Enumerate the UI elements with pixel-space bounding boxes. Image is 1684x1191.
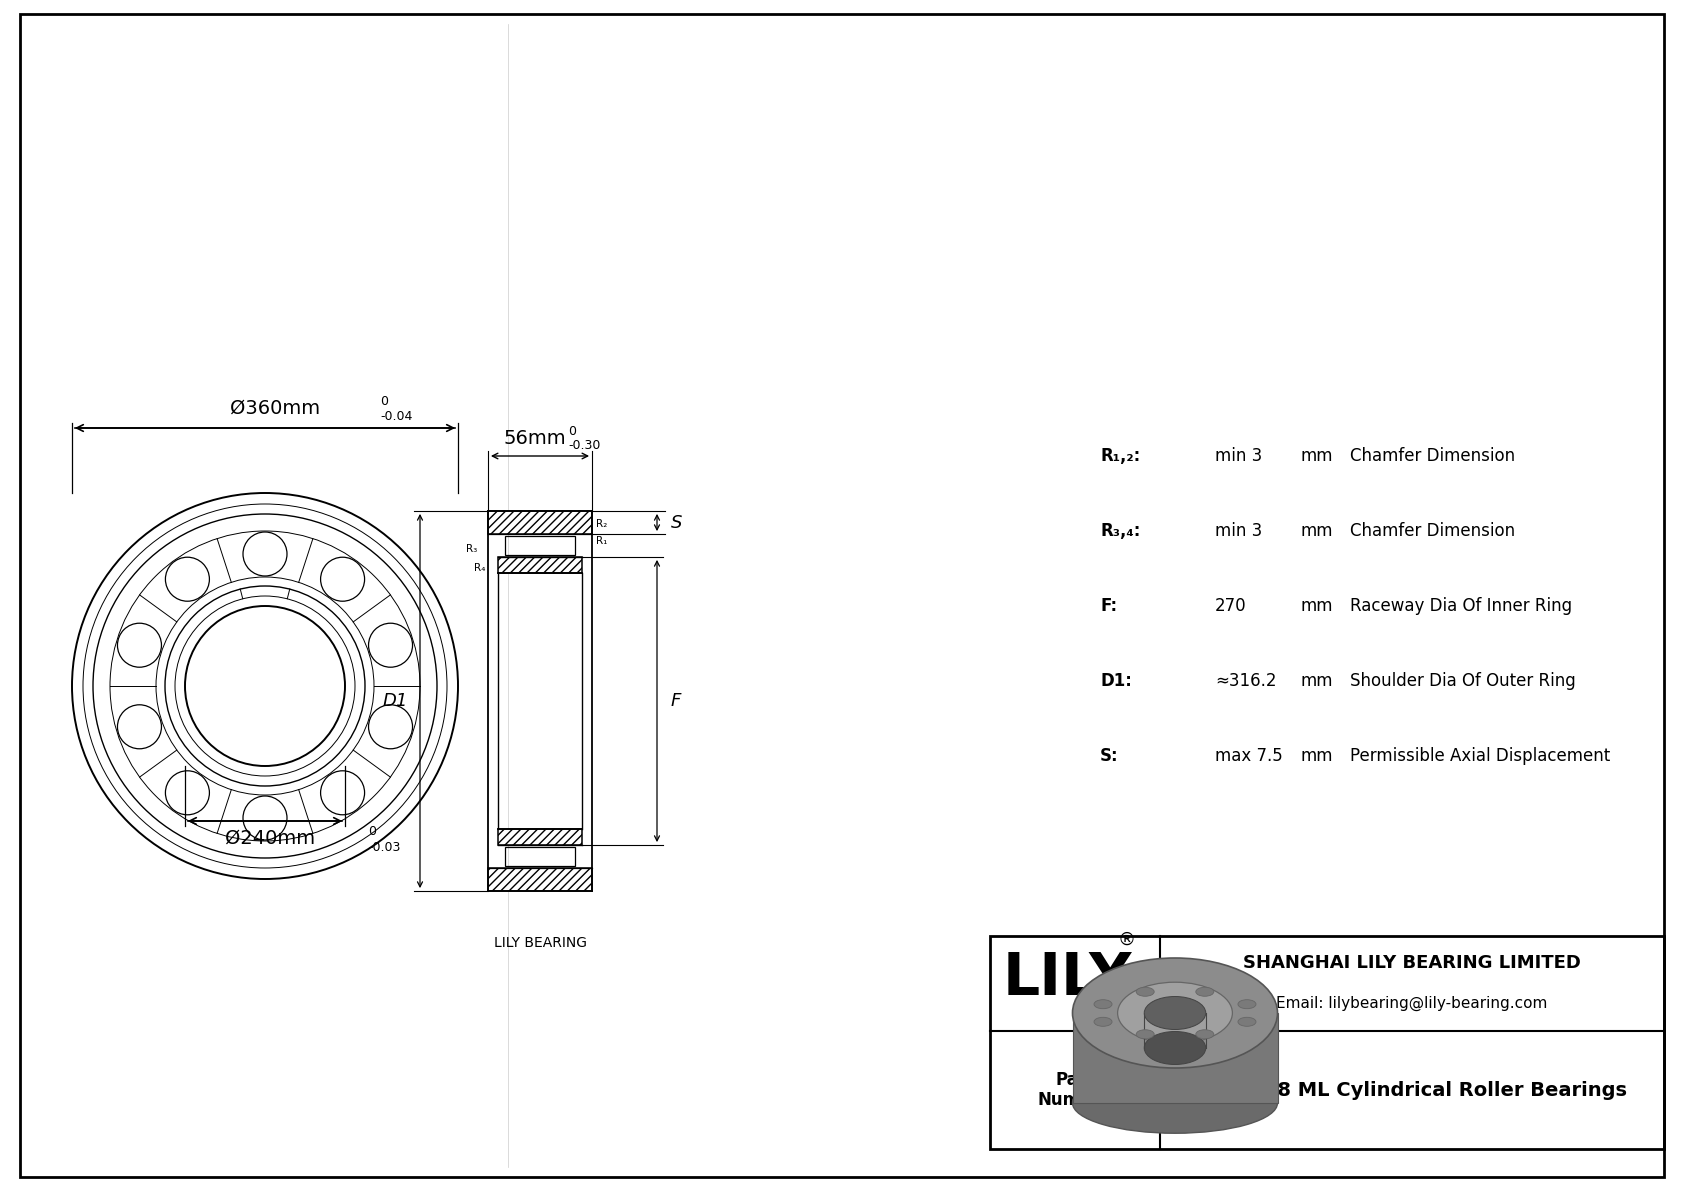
Text: LILY: LILY: [1002, 950, 1132, 1008]
Ellipse shape: [1196, 987, 1214, 996]
Text: 56mm: 56mm: [504, 429, 566, 448]
Text: F: F: [670, 692, 682, 710]
Text: R₄: R₄: [473, 563, 485, 573]
Text: 0: 0: [381, 395, 387, 409]
Ellipse shape: [1073, 1073, 1278, 1134]
Ellipse shape: [1238, 999, 1256, 1009]
Text: -0.04: -0.04: [381, 410, 413, 423]
Text: D1:: D1:: [1100, 672, 1132, 690]
Text: R₃,₄:: R₃,₄:: [1100, 522, 1140, 540]
Text: D1: D1: [382, 692, 408, 710]
Ellipse shape: [1073, 958, 1278, 1068]
Text: min 3: min 3: [1214, 447, 1263, 464]
Ellipse shape: [1118, 983, 1233, 1043]
Text: 270: 270: [1214, 597, 1246, 615]
Ellipse shape: [1143, 1031, 1206, 1065]
Text: R₃: R₃: [466, 544, 477, 554]
Text: Ø240mm: Ø240mm: [226, 829, 315, 848]
Text: mm: mm: [1300, 522, 1332, 540]
Ellipse shape: [1137, 987, 1154, 996]
Text: -0.03: -0.03: [369, 841, 401, 854]
Polygon shape: [498, 557, 583, 573]
Ellipse shape: [1238, 1017, 1256, 1027]
Text: mm: mm: [1300, 672, 1332, 690]
Text: 0: 0: [568, 425, 576, 438]
Text: -0.30: -0.30: [568, 439, 601, 453]
Text: Email: lilybearing@lily-bearing.com: Email: lilybearing@lily-bearing.com: [1276, 996, 1548, 1011]
Text: mm: mm: [1300, 747, 1332, 765]
Text: Raceway Dia Of Inner Ring: Raceway Dia Of Inner Ring: [1351, 597, 1573, 615]
Ellipse shape: [1095, 1017, 1111, 1027]
Polygon shape: [488, 868, 593, 891]
Text: max 7.5: max 7.5: [1214, 747, 1283, 765]
Text: mm: mm: [1300, 447, 1332, 464]
Polygon shape: [1073, 1014, 1278, 1103]
Text: R₂: R₂: [596, 519, 608, 529]
Ellipse shape: [1196, 1030, 1214, 1039]
Text: F:: F:: [1100, 597, 1116, 615]
Text: min 3: min 3: [1214, 522, 1263, 540]
Text: Part
Number: Part Number: [1037, 1071, 1111, 1109]
Polygon shape: [498, 829, 583, 844]
Text: S: S: [670, 513, 682, 531]
Text: SHANGHAI LILY BEARING LIMITED: SHANGHAI LILY BEARING LIMITED: [1243, 954, 1581, 973]
Text: 0: 0: [369, 825, 376, 838]
Ellipse shape: [1143, 997, 1206, 1029]
Text: R₁: R₁: [596, 536, 608, 545]
Text: Permissible Axial Displacement: Permissible Axial Displacement: [1351, 747, 1610, 765]
Text: Shoulder Dia Of Outer Ring: Shoulder Dia Of Outer Ring: [1351, 672, 1576, 690]
Text: Chamfer Dimension: Chamfer Dimension: [1351, 522, 1516, 540]
Text: ≈316.2: ≈316.2: [1214, 672, 1276, 690]
Text: S:: S:: [1100, 747, 1118, 765]
Text: Ø360mm: Ø360mm: [231, 399, 320, 418]
Text: mm: mm: [1300, 597, 1332, 615]
Text: R₁,₂:: R₁,₂:: [1100, 447, 1140, 464]
Text: ®: ®: [1118, 930, 1137, 948]
Text: Chamfer Dimension: Chamfer Dimension: [1351, 447, 1516, 464]
Ellipse shape: [1137, 1030, 1154, 1039]
Text: NU 1048 ML Cylindrical Roller Bearings: NU 1048 ML Cylindrical Roller Bearings: [1197, 1080, 1627, 1099]
Ellipse shape: [1095, 999, 1111, 1009]
Polygon shape: [488, 511, 593, 534]
Text: LILY BEARING: LILY BEARING: [493, 936, 586, 950]
